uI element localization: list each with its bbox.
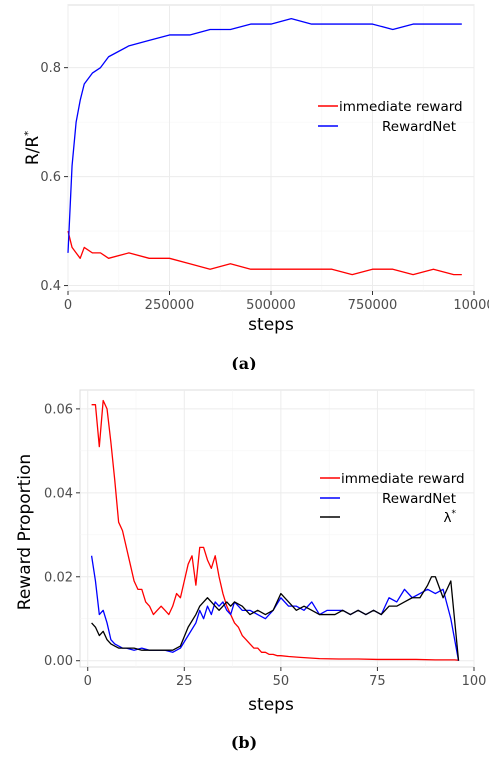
caption-a: (a) [231, 354, 257, 370]
legend: immediate reward RewardNet λ* [320, 471, 465, 526]
y-tick-label: 0.6 [40, 170, 61, 185]
x-tick-label: 25 [176, 674, 193, 689]
series-line-immediate-reward [67, 230, 462, 276]
y-axis-title: Reward Proportion [15, 454, 35, 610]
y-tick-label: 0.00 [44, 654, 73, 669]
x-tick-label: 50 [273, 674, 290, 689]
x-tick-label: 100 [462, 674, 487, 689]
x-axis-title: steps [248, 695, 294, 715]
legend-label-rewardnet: RewardNet [382, 491, 456, 507]
chart-a: 0250000500000750000100000.40.60.8 steps … [23, 4, 489, 370]
series-lines [67, 17, 462, 276]
series-line- [91, 576, 460, 661]
x-tick-label: 750000 [348, 298, 398, 313]
grid [80, 390, 475, 667]
x-tick-label: 500000 [246, 298, 296, 313]
y-tick-label: 0.04 [44, 486, 73, 501]
x-axis-title: steps [248, 315, 294, 335]
x-tick-label: 0 [64, 298, 72, 313]
series-line-rewardnet [90, 555, 460, 661]
chart-b: 0 25 50 75 100 0.00 0.02 0.04 0.06 steps Reward … [15, 389, 486, 752]
series-line-rewardnet [67, 17, 462, 253]
y-axis-title: R/R* [23, 131, 43, 165]
legend-label-lambda-star: λ* [444, 509, 457, 526]
series-line-immediate-reward [91, 399, 459, 661]
plot-panel [79, 389, 475, 668]
x-tick-label: 75 [369, 674, 386, 689]
axis-ticks: 0 25 50 75 100 0.00 0.02 0.04 0.06 [44, 402, 486, 689]
x-tick-label: 250000 [145, 298, 195, 313]
y-tick-label: 0.02 [44, 570, 73, 585]
legend-label-immediate-reward: immediate reward [341, 471, 465, 487]
y-tick-label: 0.06 [44, 402, 73, 417]
series-lines [90, 399, 460, 661]
legend-label-rewardnet: RewardNet [382, 119, 456, 135]
legend-label-immediate-reward: immediate reward [339, 99, 463, 115]
x-tick-label: 0 [84, 674, 92, 689]
legend: immediate reward RewardNet [318, 99, 463, 135]
caption-b: (b) [231, 733, 257, 752]
y-tick-label: 0.4 [40, 279, 61, 294]
y-tick-label: 0.8 [40, 61, 61, 76]
